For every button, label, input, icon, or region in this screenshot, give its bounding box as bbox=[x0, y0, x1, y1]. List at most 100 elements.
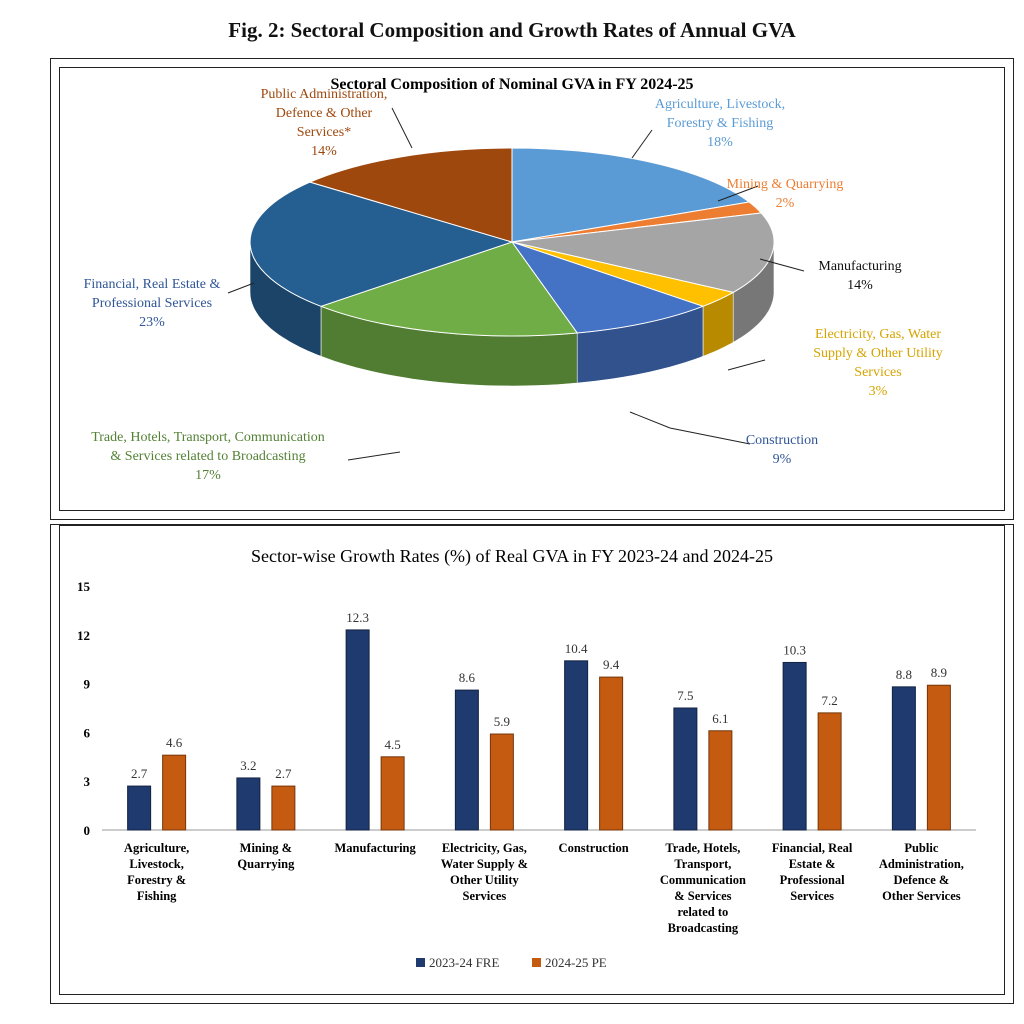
x-tick-label-line: Other Utility bbox=[450, 873, 520, 887]
pie-slice-value: 17% bbox=[195, 468, 221, 483]
x-tick-label: Electricity, Gas, Water Supply & Other Uti… bbox=[441, 841, 528, 903]
pie-leader-line bbox=[347, 451, 401, 461]
pie-side-walls bbox=[249, 241, 775, 387]
pie-leader-line bbox=[759, 258, 805, 272]
pie-slice-value: 14% bbox=[311, 144, 337, 159]
x-tick-label-line: related to bbox=[677, 905, 728, 919]
bar bbox=[599, 676, 624, 831]
bar-chart-panel: Sector-wise Growth Rates (%) of Real GVA… bbox=[50, 524, 1014, 1004]
pie-slice-label-line: Trade, Hotels, Transport, Communication bbox=[91, 430, 325, 445]
x-tick-label-line: Professional bbox=[780, 873, 846, 887]
pie-slice-label-line: Defence & Other bbox=[276, 106, 373, 121]
x-tick-label: Agriculture, Livestock, Forestry & Fishing bbox=[124, 841, 189, 903]
y-tick-label: 15 bbox=[77, 579, 91, 594]
pie-slice-label-line: Mining & Quarrying bbox=[727, 177, 844, 192]
figure-title: Fig. 2: Sectoral Composition and Growth … bbox=[228, 18, 796, 42]
y-tick-label: 12 bbox=[77, 628, 90, 643]
x-tick-label-line: Other Services bbox=[882, 889, 961, 903]
bar-data-label: 8.6 bbox=[459, 670, 476, 685]
pie-leader-line bbox=[717, 185, 759, 202]
bar bbox=[673, 707, 698, 831]
pie-chart-frame: Sectoral Composition of Nominal GVA in F… bbox=[59, 67, 1005, 511]
pie-slice-value: 2% bbox=[776, 196, 795, 211]
bar-data-label: 9.4 bbox=[603, 657, 620, 672]
bar-chart-frame: Sector-wise Growth Rates (%) of Real GVA… bbox=[59, 525, 1005, 995]
pie-leader-line bbox=[631, 129, 653, 159]
pie-slice-label-line: Financial, Real Estate & bbox=[84, 277, 221, 292]
pie-slice-label-line: Professional Services bbox=[92, 296, 212, 311]
bar-data-label: 6.1 bbox=[712, 711, 728, 726]
x-tick-label-line: Electricity, Gas, bbox=[442, 841, 527, 855]
bar-data-label: 3.2 bbox=[240, 758, 256, 773]
bar bbox=[345, 629, 370, 831]
bar bbox=[708, 730, 733, 831]
bar bbox=[926, 684, 951, 831]
pie-slice-label: Electricity, Gas, Water Supply & Other Ut… bbox=[813, 327, 943, 399]
bar bbox=[782, 661, 807, 831]
pie-slice-label: Trade, Hotels, Transport, Communication &… bbox=[91, 430, 325, 483]
pie-slice bbox=[308, 147, 513, 243]
pie-slice-label-line: Manufacturing bbox=[818, 259, 901, 274]
pie-slice-value: 9% bbox=[773, 452, 792, 467]
x-tick-label-line: Public bbox=[904, 841, 938, 855]
pie-chart-panel: Sectoral Composition of Nominal GVA in F… bbox=[50, 58, 1014, 520]
bar-data-label: 7.2 bbox=[822, 693, 838, 708]
x-tick-label: Trade, Hotels, Transport, Communication & S… bbox=[660, 841, 746, 935]
pie-leader-line bbox=[391, 107, 413, 149]
bar bbox=[162, 754, 187, 831]
pie-slice-label: Financial, Real Estate & Professional Ser… bbox=[84, 277, 221, 330]
x-tick-label-line: Services bbox=[463, 889, 507, 903]
pie-slice-label-line: & Services related to Broadcasting bbox=[110, 449, 305, 464]
legend: 2023-24 FRE 2024-25 PE bbox=[416, 955, 607, 970]
bar bbox=[891, 686, 916, 831]
bar-data-label: 10.4 bbox=[565, 641, 588, 656]
legend-swatch bbox=[532, 958, 541, 967]
legend-label: 2024-25 PE bbox=[545, 955, 607, 970]
pie-slice bbox=[249, 181, 514, 307]
bar bbox=[489, 733, 514, 831]
bar bbox=[454, 689, 479, 831]
pie-slice bbox=[319, 241, 579, 337]
x-tick-label-line: Financial, Real bbox=[772, 841, 853, 855]
pie-slice bbox=[510, 241, 705, 334]
bar-data-label: 2.7 bbox=[131, 766, 148, 781]
pie-slice-label: Mining & Quarrying 2% bbox=[727, 177, 844, 211]
bar-chart-title: Sector-wise Growth Rates (%) of Real GVA… bbox=[251, 546, 773, 567]
x-tick-label-line: Transport, bbox=[674, 857, 731, 871]
bar-data-label: 4.6 bbox=[166, 735, 183, 750]
bar bbox=[380, 756, 405, 831]
pie-slice-label-line: Electricity, Gas, Water bbox=[815, 327, 941, 342]
x-tick-label: Financial, Real Estate & Professional Servi… bbox=[772, 841, 853, 903]
bar-data-label: 10.3 bbox=[783, 642, 806, 657]
bar-chart: Sector-wise Growth Rates (%) of Real GVA… bbox=[77, 546, 976, 970]
pie-slice bbox=[511, 147, 751, 243]
pie-slice-label-line: Services* bbox=[297, 125, 351, 140]
pie-leader-line bbox=[629, 411, 751, 445]
bar-data-label: 5.9 bbox=[494, 714, 510, 729]
pie-slice-label-line: Construction bbox=[746, 433, 818, 448]
x-tick-label-line: Construction bbox=[559, 841, 629, 855]
x-tick-label-line: Broadcasting bbox=[668, 921, 739, 935]
x-tick-label: Construction bbox=[559, 841, 629, 855]
pie-slice-label: Public Administration, Defence & Other Ser… bbox=[261, 87, 388, 159]
bar-data-label: 8.8 bbox=[896, 667, 912, 682]
x-tick-label-line: & Services bbox=[674, 889, 731, 903]
x-tick-label-line: Water Supply & bbox=[441, 857, 528, 871]
bar-data-label: 4.5 bbox=[385, 737, 401, 752]
x-tick-label-line: Forestry & bbox=[127, 873, 186, 887]
bar bbox=[127, 785, 152, 831]
x-tick-label-line: Trade, Hotels, bbox=[665, 841, 740, 855]
y-tick-label: 0 bbox=[84, 823, 91, 838]
bar bbox=[564, 660, 589, 831]
pie-slice-label: Agriculture, Livestock, Forestry & Fishin… bbox=[655, 97, 785, 150]
legend-swatch bbox=[416, 958, 425, 967]
pie-leader-line bbox=[227, 282, 255, 294]
bar-data-label: 12.3 bbox=[346, 610, 369, 625]
pie-slice-value: 14% bbox=[847, 278, 873, 293]
pie-slice-label-line: Services bbox=[854, 365, 901, 380]
bar-data-label: 2.7 bbox=[275, 766, 292, 781]
pie-slice-label: Construction 9% bbox=[746, 433, 818, 467]
pie-chart-title: Sectoral Composition of Nominal GVA in F… bbox=[330, 76, 693, 93]
pie-slice-label-line: Forestry & Fishing bbox=[667, 116, 774, 131]
x-tick-label-line: Quarrying bbox=[237, 857, 295, 871]
